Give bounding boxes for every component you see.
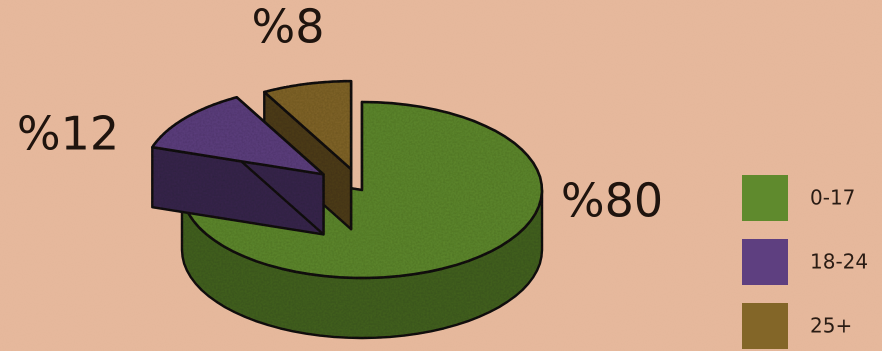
legend-swatch-25+	[742, 303, 788, 349]
legend-swatch-0-17	[742, 175, 788, 221]
value-label-0-17: %80	[561, 174, 663, 228]
legend-swatch-18-24	[742, 239, 788, 285]
pie-slice-18-24	[151, 96, 325, 236]
value-labels: %80 %12 %8	[17, 0, 663, 228]
legend-label-25+: 25+	[810, 314, 852, 338]
value-label-18-24: %12	[17, 107, 119, 161]
legend-label-0-17: 0-17	[810, 186, 855, 210]
legend: 0-17 18-24 25+	[742, 175, 868, 349]
value-label-25+: %8	[252, 0, 325, 54]
legend-label-18-24: 18-24	[810, 250, 868, 274]
pie-slices	[151, 79, 544, 340]
